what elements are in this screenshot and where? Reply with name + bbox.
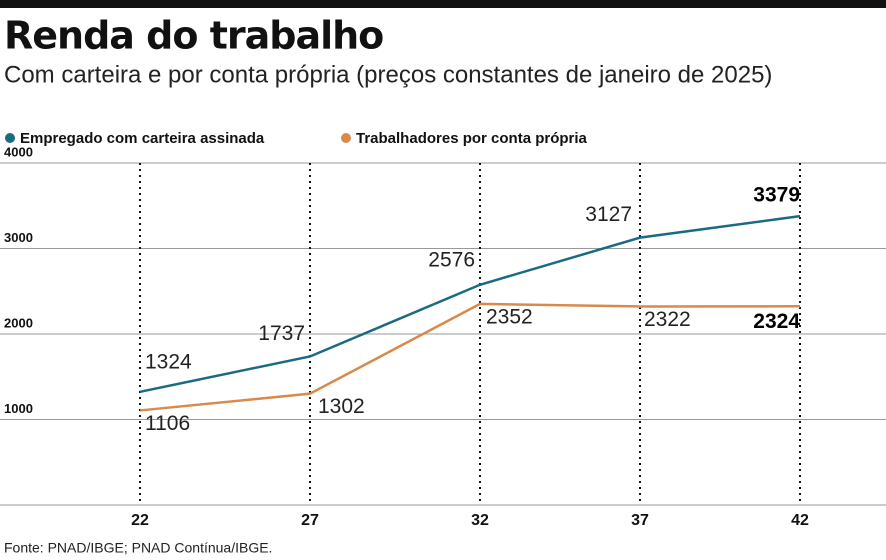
chart-subtitle: Com carteira e por conta própria (preços… <box>4 61 772 88</box>
x-tick-label: 37 <box>631 512 649 529</box>
y-tick-label: 1000 <box>4 401 33 416</box>
chart-title: Renda do trabalho <box>4 14 383 58</box>
y-tick-label: 4000 <box>4 144 33 159</box>
y-tick-label: 2000 <box>4 315 33 330</box>
series-line <box>139 214 801 394</box>
legend-marker <box>5 133 15 143</box>
data-label: 1324 <box>145 350 192 373</box>
data-label: 1106 <box>145 412 190 435</box>
data-label: 2322 <box>644 308 691 331</box>
source: Fonte: PNAD/IBGE; PNAD Contínua/IBGE. <box>4 540 272 556</box>
legend-label: Trabalhadores por conta própria <box>356 130 588 147</box>
data-label: 3379 <box>753 184 800 207</box>
data-label: 1302 <box>318 395 365 418</box>
legend-label: Empregado com carteira assinada <box>20 130 265 147</box>
top-bar <box>0 0 886 8</box>
x-tick-label: 27 <box>301 512 319 529</box>
y-tick-label: 3000 <box>4 230 33 245</box>
x-tick-label: 32 <box>471 512 489 529</box>
series-line <box>139 302 801 412</box>
legend-marker <box>341 133 351 143</box>
data-label: 2576 <box>428 248 475 271</box>
data-label: 3127 <box>585 203 632 226</box>
x-tick-label: 22 <box>131 512 149 529</box>
x-tick-label: 42 <box>791 512 809 529</box>
data-label: 2352 <box>486 305 533 328</box>
data-label: 1737 <box>258 322 305 345</box>
data-label: 2324 <box>753 310 800 333</box>
